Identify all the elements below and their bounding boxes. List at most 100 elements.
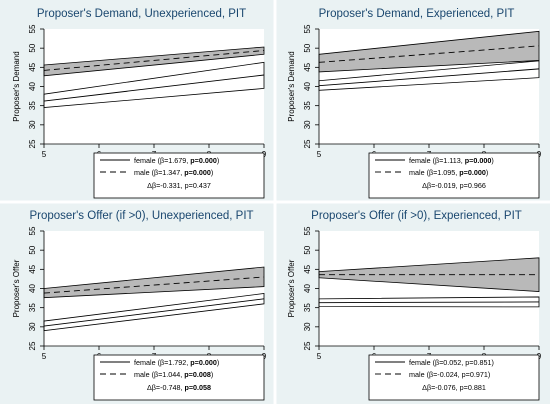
y-tick-label: 40 bbox=[303, 82, 312, 91]
legend-post: ) bbox=[486, 168, 488, 177]
legend-diff-text: Δβ=-0.019, p=0.966 bbox=[422, 181, 486, 190]
y-tick-label: 50 bbox=[303, 43, 312, 52]
fit-line-female bbox=[43, 74, 265, 102]
x-tick-label: 5 bbox=[317, 352, 322, 361]
chart-panel: Proposer's Offer (if >0), Experienced, P… bbox=[275, 202, 550, 404]
fit-line-male bbox=[43, 276, 265, 294]
chart-title: Proposer's Offer (if >0), Unexperienced,… bbox=[29, 210, 253, 222]
chart-panel: Proposer's Demand, Experienced, PIT 25 30 3… bbox=[275, 0, 550, 202]
legend-diff: Δβ=-0.019, p=0.966 bbox=[422, 181, 486, 190]
legend-entry: male (β=1.347, p=0.000) bbox=[134, 168, 213, 177]
legend-diff: Δβ=-0.331, p=0.437 bbox=[147, 181, 211, 190]
legend-diff-bold: p=0.058 bbox=[184, 383, 211, 392]
legend-box bbox=[93, 354, 265, 401]
y-tick-label: 45 bbox=[28, 264, 37, 273]
y-tick-label: 45 bbox=[28, 62, 37, 71]
y-axis-label: Proposer's Demand bbox=[12, 51, 21, 121]
y-tick-label: 55 bbox=[303, 24, 312, 33]
legend-entry: female (β=1.792, p=0.000) bbox=[134, 358, 219, 367]
chart-title: Proposer's Offer (if >0), Experienced, P… bbox=[311, 210, 522, 222]
y-axis-label: Proposer's Offer bbox=[287, 259, 296, 317]
legend-entry: male (β=-0.024, p=0.971) bbox=[409, 370, 490, 379]
y-tick-label: 40 bbox=[28, 82, 37, 91]
y-tick-label: 50 bbox=[28, 43, 37, 52]
legend-bold: p=0.000 bbox=[190, 156, 217, 165]
y-axis-label: Proposer's Demand bbox=[287, 51, 296, 121]
y-tick-label: 25 bbox=[28, 341, 37, 350]
legend-diff-text: Δβ=-0.076, p=0.881 bbox=[422, 383, 486, 392]
legend-diff: Δβ=-0.748, p=0.058 bbox=[147, 383, 211, 392]
fit-line-female bbox=[318, 301, 540, 304]
y-tick-label: 50 bbox=[28, 245, 37, 254]
y-tick-label: 55 bbox=[28, 226, 37, 235]
chart-title: Proposer's Demand, Unexperienced, PIT bbox=[37, 8, 246, 20]
y-tick-label: 30 bbox=[303, 322, 312, 331]
y-tick-label: 25 bbox=[303, 341, 312, 350]
legend-bold: p=0.000 bbox=[459, 168, 486, 177]
legend-bold: p=0.000 bbox=[190, 358, 217, 367]
legend-post: ) bbox=[211, 168, 213, 177]
legend-box bbox=[93, 152, 265, 199]
fit-line-male bbox=[318, 45, 540, 63]
legend-name: male bbox=[409, 168, 427, 177]
legend-diff: Δβ=-0.076, p=0.881 bbox=[422, 383, 486, 392]
y-tick-label: 50 bbox=[303, 245, 312, 254]
legend-entry: male (β=1.044, p=0.008) bbox=[134, 370, 213, 379]
legend-box bbox=[368, 354, 540, 401]
y-tick-label: 40 bbox=[303, 284, 312, 293]
legend-pre: (β=1.113, bbox=[433, 156, 465, 165]
y-axis-label: Proposer's Offer bbox=[12, 259, 21, 317]
y-tick-label: 45 bbox=[303, 62, 312, 71]
y-tick-label: 40 bbox=[28, 284, 37, 293]
x-tick-label: 5 bbox=[317, 150, 322, 159]
legend-entry: female (β=1.679, p=0.000) bbox=[134, 156, 219, 165]
y-tick-label: 35 bbox=[28, 101, 37, 110]
legend-post: ) bbox=[217, 358, 219, 367]
y-tick-label: 25 bbox=[303, 139, 312, 148]
legend-box bbox=[368, 152, 540, 199]
legend-name: male bbox=[134, 370, 152, 379]
legend-entry: female (β=0.052, p=0.851) bbox=[409, 358, 494, 367]
y-tick-label: 35 bbox=[28, 303, 37, 312]
y-tick-label: 35 bbox=[303, 303, 312, 312]
x-tick-label: 5 bbox=[42, 352, 47, 361]
legend-pre: (β=1.792, bbox=[158, 358, 191, 367]
legend-pre: (β=1.095, bbox=[427, 168, 460, 177]
legend-name: female bbox=[134, 156, 158, 165]
legend-name: female bbox=[134, 358, 158, 367]
legend-post: ) bbox=[491, 156, 493, 165]
y-tick-label: 35 bbox=[303, 101, 312, 110]
legend-diff-text: Δβ=-0.748, bbox=[147, 383, 185, 392]
legend-pre: (β=1.044, bbox=[152, 370, 185, 379]
chart-panel: Proposer's Demand, Unexperienced, PIT 25 3… bbox=[0, 0, 275, 202]
legend-bold: p=0.000 bbox=[184, 168, 211, 177]
chart-panel: Proposer's Offer (if >0), Unexperienced,… bbox=[0, 202, 275, 404]
plot-area bbox=[44, 29, 264, 144]
legend-name: male bbox=[134, 168, 152, 177]
y-tick-label: 55 bbox=[303, 226, 312, 235]
fit-line-female bbox=[318, 68, 540, 87]
legend-pre: (β=0.052, p=0.851) bbox=[433, 358, 494, 367]
y-tick-label: 45 bbox=[303, 264, 312, 273]
y-tick-label: 55 bbox=[28, 24, 37, 33]
legend-post: ) bbox=[217, 156, 219, 165]
y-tick-label: 30 bbox=[28, 322, 37, 331]
legend-name: female bbox=[409, 358, 433, 367]
x-tick-label: 5 bbox=[42, 150, 47, 159]
legend-name: female bbox=[409, 156, 433, 165]
legend-entry: male (β=1.095, p=0.000) bbox=[409, 168, 488, 177]
legend-post: ) bbox=[211, 370, 213, 379]
fit-line-male bbox=[43, 50, 265, 71]
fit-line-female bbox=[43, 298, 265, 327]
legend-diff-text: Δβ=-0.331, p=0.437 bbox=[147, 181, 211, 190]
legend-bold: p=0.000 bbox=[465, 156, 492, 165]
legend-bold: p=0.008 bbox=[184, 370, 211, 379]
y-tick-label: 30 bbox=[303, 120, 312, 129]
legend-entry: female (β=1.113, p=0.000) bbox=[409, 156, 494, 165]
legend-pre: (β=-0.024, p=0.971) bbox=[427, 370, 491, 379]
legend-pre: (β=1.347, bbox=[152, 168, 185, 177]
legend-pre: (β=1.679, bbox=[158, 156, 191, 165]
chart-title: Proposer's Demand, Experienced, PIT bbox=[319, 8, 515, 20]
y-tick-label: 25 bbox=[28, 139, 37, 148]
